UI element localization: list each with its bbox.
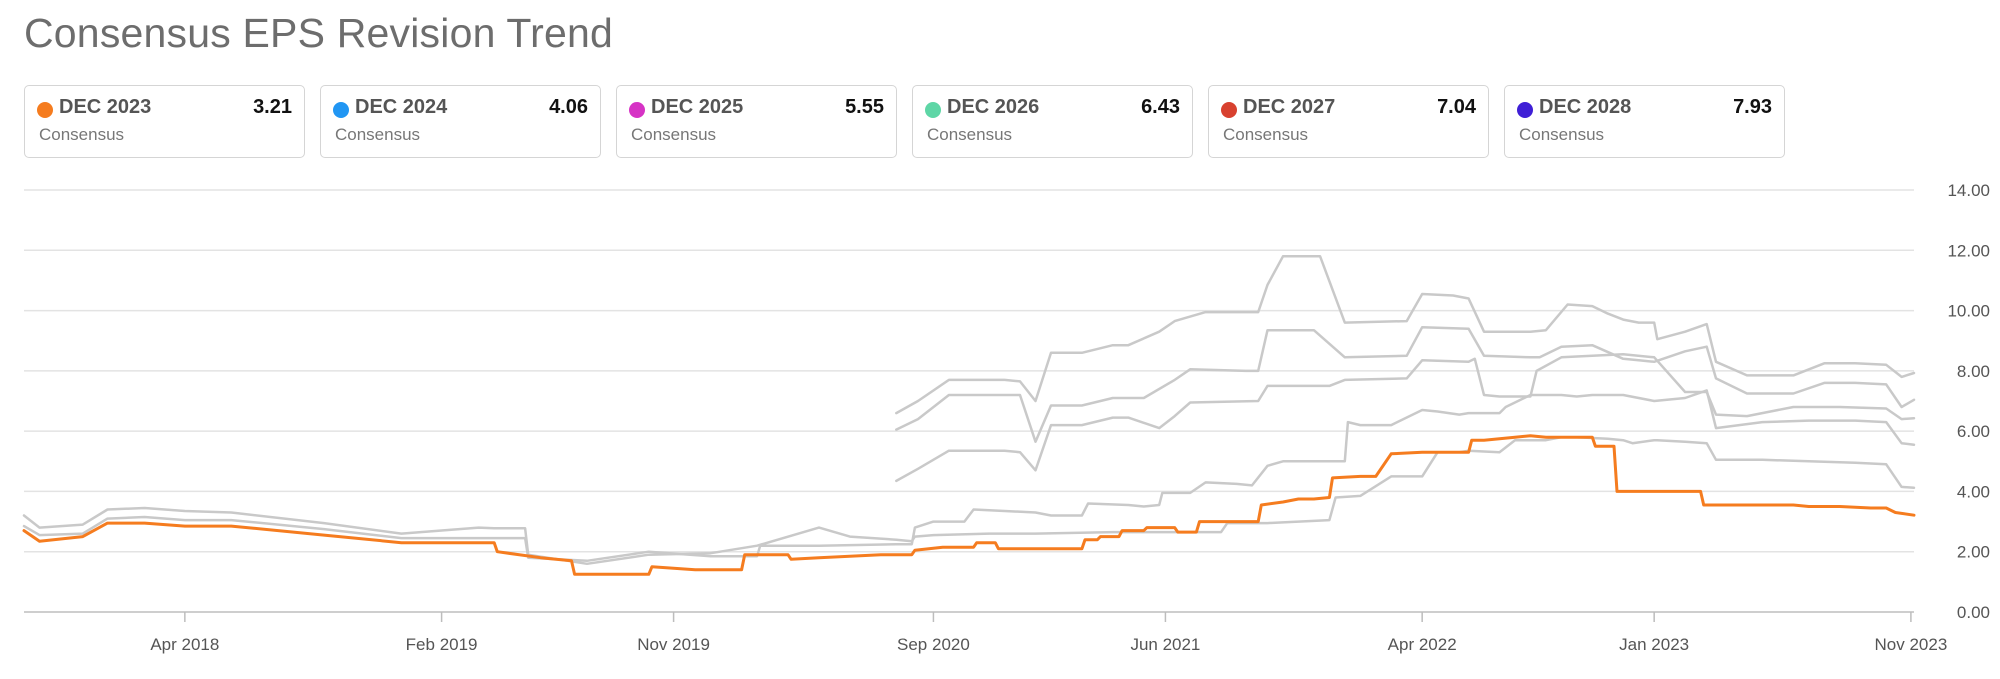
- legend-value: 4.06: [549, 96, 588, 118]
- legend-dot-icon: [925, 102, 941, 118]
- legend-label: DEC 2026: [947, 96, 1040, 118]
- series-line-4: [895, 255, 1916, 415]
- legend-value: 3.21: [253, 96, 292, 118]
- legend-dot-icon: [333, 102, 349, 118]
- legend-sub: Consensus: [631, 125, 717, 144]
- legend-sub: Consensus: [927, 125, 1013, 144]
- y-tick-label: 8.00: [1957, 362, 1990, 381]
- x-tick-label: Jan 2023: [1619, 635, 1689, 654]
- legend-value: 7.93: [1733, 96, 1772, 118]
- series-line-3: [895, 325, 1916, 443]
- legend-label: DEC 2028: [1539, 96, 1632, 118]
- x-tick-label: Nov 2019: [637, 635, 710, 654]
- legend-label: DEC 2025: [651, 96, 744, 118]
- legend-sub: Consensus: [39, 125, 125, 144]
- legend-card-dec-2023[interactable]: DEC 2023 3.21 Consensus: [24, 85, 305, 158]
- legend-card-dec-2025[interactable]: DEC 2025 5.55 Consensus: [616, 85, 897, 158]
- legend-card-dec-2026[interactable]: DEC 2026 6.43 Consensus: [912, 85, 1193, 158]
- page-title: Consensus EPS Revision Trend: [24, 10, 614, 56]
- x-tick-label: Apr 2018: [150, 635, 219, 654]
- series-line-1: [22, 389, 1916, 563]
- legend-card-dec-2027[interactable]: DEC 2027 7.04 Consensus: [1208, 85, 1489, 158]
- y-tick-label: 2.00: [1957, 543, 1990, 562]
- x-tick-label: Nov 2023: [1875, 635, 1948, 654]
- y-tick-label: 4.00: [1957, 482, 1990, 501]
- legend-sub: Consensus: [1519, 125, 1605, 144]
- legend-sub: Consensus: [335, 125, 421, 144]
- legend-card-dec-2028[interactable]: DEC 2028 7.93 Consensus: [1504, 85, 1785, 158]
- legend-dot-icon: [629, 102, 645, 118]
- legend-card-dec-2024[interactable]: DEC 2024 4.06 Consensus: [320, 85, 601, 158]
- x-tick-label: Sep 2020: [897, 635, 970, 654]
- legend-sub: Consensus: [1223, 125, 1309, 144]
- x-tick-label: Apr 2022: [1388, 635, 1457, 654]
- series-line-5: [22, 434, 1916, 576]
- y-tick-label: 6.00: [1957, 422, 1990, 441]
- legend-label: DEC 2027: [1243, 96, 1336, 118]
- y-tick-label: 0.00: [1957, 603, 1990, 622]
- legend-label: DEC 2024: [355, 96, 448, 118]
- legend-value: 5.55: [845, 96, 884, 118]
- series-line-2: [895, 353, 1916, 483]
- legend-dot-icon: [37, 102, 53, 118]
- series-line-0: [22, 435, 1916, 566]
- x-tick-label: Feb 2019: [406, 635, 478, 654]
- legend-label: DEC 2023: [59, 96, 152, 118]
- legend-value: 6.43: [1141, 96, 1180, 118]
- legend-dot-icon: [1221, 102, 1237, 118]
- x-tick-label: Jun 2021: [1130, 635, 1200, 654]
- y-tick-label: 10.00: [1947, 302, 1990, 321]
- y-tick-label: 14.00: [1947, 181, 1990, 200]
- y-tick-label: 12.00: [1947, 241, 1990, 260]
- legend-value: 7.04: [1437, 96, 1476, 118]
- legend-dot-icon: [1517, 102, 1533, 118]
